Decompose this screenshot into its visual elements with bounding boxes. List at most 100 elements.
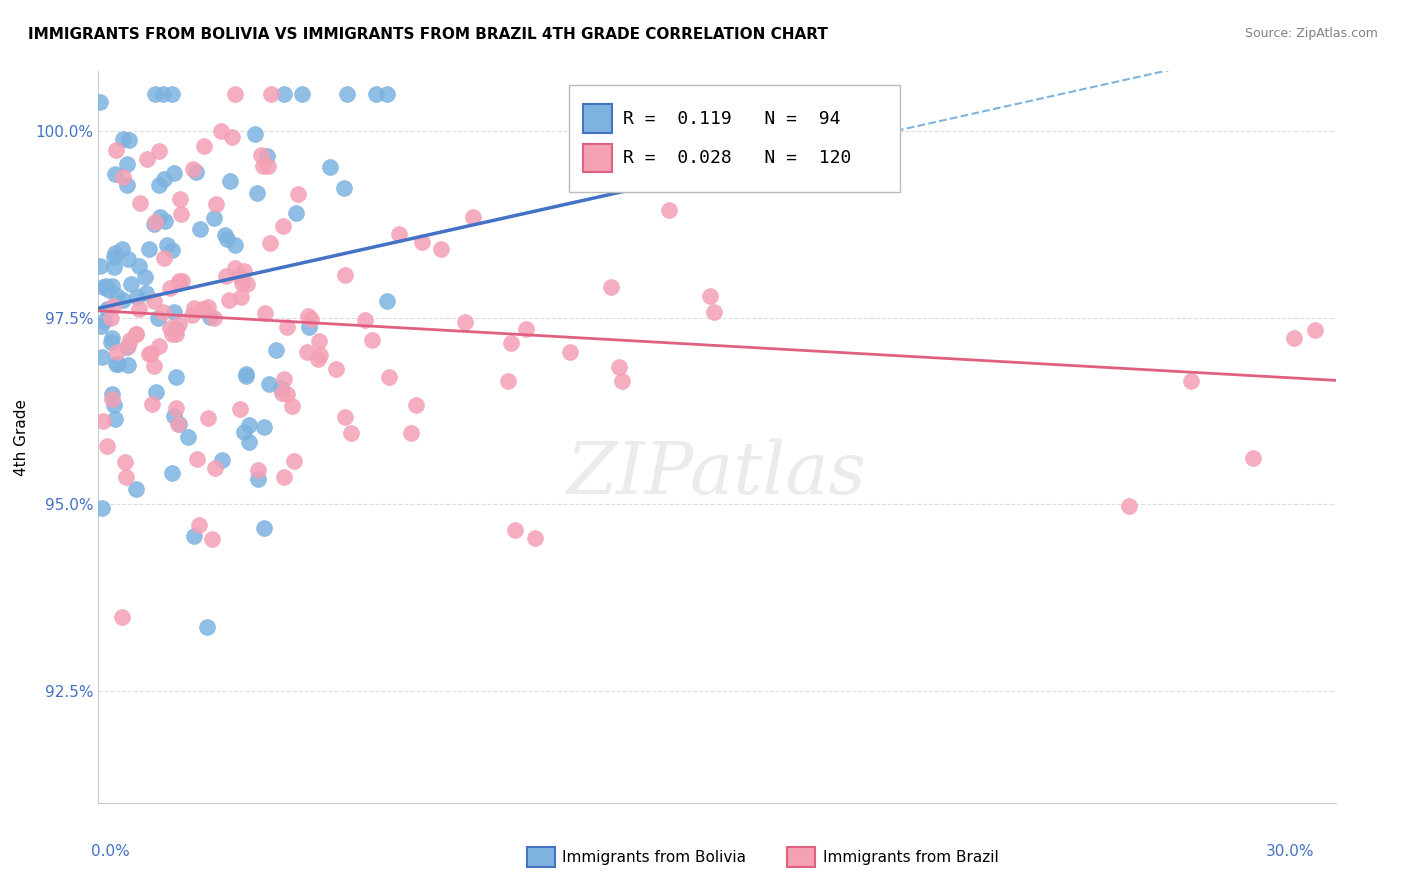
Text: 30.0%: 30.0% (1267, 845, 1315, 859)
Point (101, 331, 124, 345)
Point (142, 294, 165, 309)
Point (118, 333, 141, 347)
Point (163, 165, 186, 179)
Point (233, 425, 256, 440)
Point (254, 306, 277, 320)
Point (190, 301, 212, 316)
Point (177, 429, 200, 443)
Point (256, 148, 278, 162)
Point (188, 518, 211, 533)
Point (273, 469, 295, 483)
Point (259, 376, 281, 391)
Point (224, 260, 246, 275)
Point (200, 310, 222, 325)
Point (291, 87, 314, 101)
Point (162, 409, 184, 423)
Point (162, 467, 184, 481)
Point (167, 417, 190, 432)
Point (129, 195, 152, 210)
Point (89, 95, 111, 109)
Point (215, 268, 238, 283)
Point (111, 242, 134, 256)
Point (332, 181, 354, 195)
Point (253, 419, 276, 434)
Point (228, 269, 250, 284)
Point (183, 301, 205, 315)
Point (273, 219, 295, 233)
Point (125, 482, 148, 496)
Point (93, 280, 115, 294)
Point (214, 228, 236, 243)
Text: R =  0.028   N =  120: R = 0.028 N = 120 (623, 149, 851, 167)
Point (166, 369, 188, 384)
Point (101, 392, 124, 407)
Point (114, 455, 136, 469)
Point (146, 311, 169, 326)
Point (148, 145, 170, 159)
Point (202, 211, 225, 225)
Point (253, 521, 276, 535)
Point (142, 359, 165, 373)
Point (377, 294, 399, 309)
Point (229, 402, 252, 417)
Point (184, 165, 207, 179)
Point (165, 327, 187, 342)
Point (201, 533, 224, 547)
Point (136, 152, 159, 166)
Point (231, 276, 253, 290)
Point (100, 311, 122, 326)
Point (152, 87, 174, 101)
Point (155, 214, 177, 228)
Point (658, 203, 681, 218)
Point (378, 370, 401, 384)
Point (273, 372, 295, 386)
Point (165, 321, 187, 335)
Point (152, 172, 174, 186)
Point (90, 319, 112, 334)
Point (112, 293, 135, 307)
Point (139, 346, 162, 360)
Point (295, 345, 318, 359)
Point (152, 305, 174, 319)
Point (276, 387, 298, 401)
Point (143, 87, 166, 101)
Point (333, 409, 356, 424)
Point (249, 147, 271, 161)
Point (100, 386, 122, 401)
Point (104, 245, 127, 260)
Text: 0.0%: 0.0% (91, 845, 131, 859)
Point (703, 304, 725, 318)
Point (308, 334, 330, 348)
Point (270, 381, 292, 395)
Point (118, 133, 141, 147)
Point (169, 192, 191, 206)
Point (204, 461, 226, 475)
Point (193, 302, 215, 317)
Point (117, 252, 139, 267)
Point (259, 235, 281, 250)
Point (128, 302, 150, 317)
Point (266, 343, 288, 357)
Point (153, 252, 176, 266)
Point (105, 144, 128, 158)
Point (159, 280, 181, 294)
Point (221, 129, 243, 144)
Point (149, 211, 172, 225)
Point (246, 186, 269, 200)
Point (336, 87, 359, 101)
Point (229, 289, 252, 303)
Point (181, 162, 204, 177)
Point (307, 351, 329, 366)
Point (120, 277, 142, 291)
Point (366, 87, 388, 101)
Point (135, 286, 157, 301)
Point (607, 359, 630, 374)
Point (91, 350, 114, 364)
Point (259, 87, 281, 101)
Point (148, 178, 170, 193)
Point (104, 167, 127, 181)
Point (125, 327, 148, 342)
Point (197, 411, 219, 425)
Point (375, 87, 398, 101)
Point (103, 398, 125, 412)
